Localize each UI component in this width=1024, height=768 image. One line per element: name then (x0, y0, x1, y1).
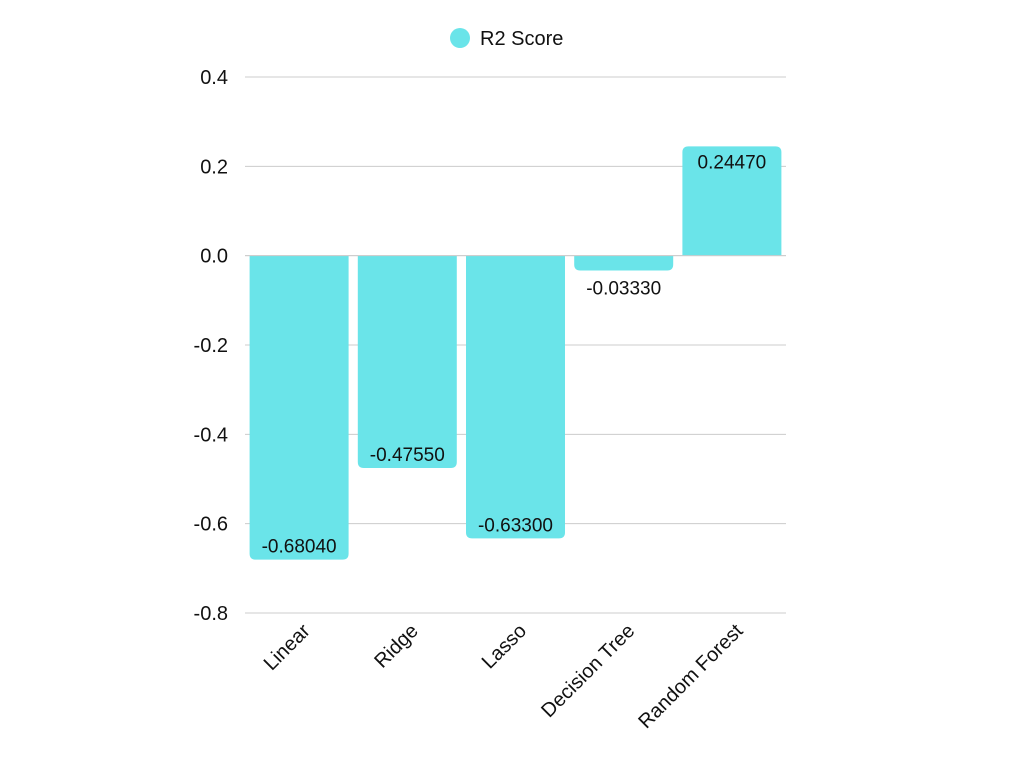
legend-label-r2-score: R2 Score (480, 28, 563, 50)
legend-swatch-r2-score (450, 28, 470, 48)
bars (249, 146, 782, 560)
x-tick-label-linear: Linear (260, 620, 315, 675)
data-label-linear: -0.68040 (262, 537, 337, 558)
bar-lasso (466, 255, 565, 539)
y-tick-label: -0.8 (194, 603, 228, 625)
bar-ridge (357, 255, 457, 469)
y-axis: 0.4 0.2 0.0 -0.2 -0.4 -0.6 -0.8 (194, 67, 228, 625)
bar-decision-tree (574, 255, 674, 271)
y-tick-label: -0.4 (194, 424, 228, 446)
x-tick-label-decision-tree: Decision Tree (537, 620, 639, 722)
x-tick-label-ridge: Ridge (370, 620, 423, 673)
y-tick-label: -0.6 (194, 514, 228, 536)
legend: R2 Score (450, 28, 563, 50)
data-label-ridge: -0.47550 (370, 445, 445, 466)
data-label-decision-tree: -0.03330 (586, 279, 661, 300)
data-labels: -0.68040 -0.47550 -0.63300 -0.03330 0.24470 (262, 152, 767, 557)
bar-random-forest (682, 146, 782, 256)
y-tick-label: -0.2 (194, 335, 228, 357)
x-tick-label-lasso: Lasso (478, 620, 531, 673)
x-tick-label-random-forest: Random Forest (634, 620, 747, 733)
y-tick-label: 0.4 (200, 67, 228, 89)
bar-linear (249, 255, 349, 560)
y-tick-label: 0.2 (200, 156, 228, 178)
data-label-lasso: -0.63300 (478, 515, 553, 536)
y-tick-label: 0.0 (200, 246, 228, 268)
data-label-random-forest: 0.24470 (698, 152, 767, 173)
